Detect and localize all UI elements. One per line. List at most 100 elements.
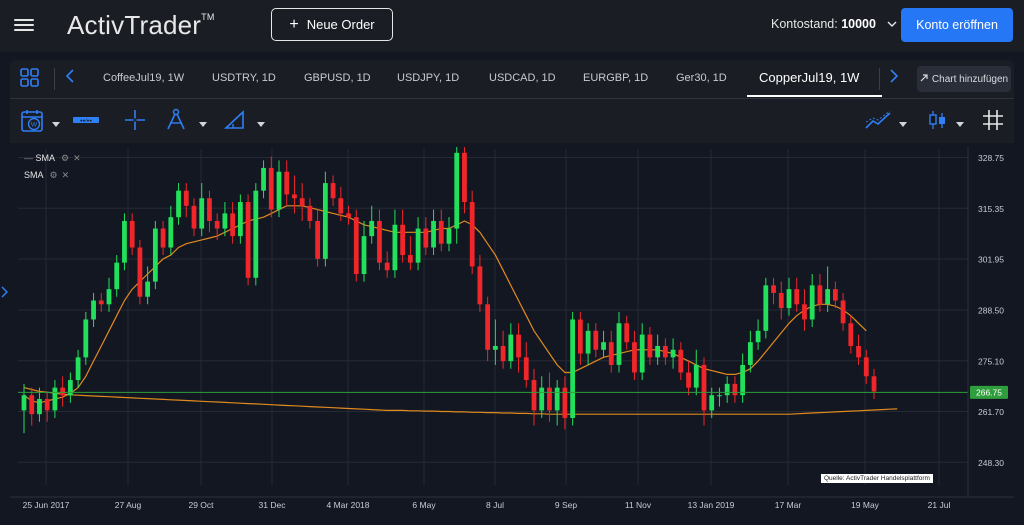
svg-text:W: W (31, 122, 38, 129)
side-panel-expand-icon[interactable] (1, 286, 9, 301)
layout-grid-icon[interactable] (20, 68, 40, 88)
candle (608, 330, 614, 373)
candle (384, 251, 390, 278)
open-account-button[interactable]: Konto eröffnen (901, 8, 1013, 42)
candle (261, 160, 266, 199)
tab-copperjul19[interactable]: CopperJul19, 1W (759, 70, 860, 85)
candle-body (91, 300, 96, 320)
candle (577, 311, 583, 365)
candle-body (508, 334, 514, 362)
candle-body (400, 224, 406, 256)
indicators-icon[interactable] (864, 109, 892, 136)
candle (523, 342, 529, 388)
caret-down-icon[interactable] (199, 115, 207, 133)
drawing-tools-icon[interactable] (164, 108, 188, 137)
candle (207, 190, 212, 233)
candle-body (307, 205, 313, 221)
candle-body (83, 319, 89, 358)
caret-down-icon[interactable] (52, 115, 60, 133)
y-tick-label: 261.70 (978, 407, 1004, 417)
tab-gbpusd[interactable]: GBPUSD, 1D (304, 72, 371, 84)
candle (160, 220, 166, 256)
candle (377, 209, 382, 271)
crosshair-icon[interactable] (124, 109, 146, 136)
y-tick-label: 301.95 (978, 255, 1004, 265)
x-tick-label: 17 Mar (775, 500, 802, 510)
candle (832, 281, 838, 309)
tab-usdjpy[interactable]: USDJPY, 1D (397, 72, 460, 84)
candle-body (701, 364, 707, 411)
y-tick-label: 288.50 (978, 305, 1004, 315)
candle-body (577, 319, 583, 354)
candle-body (299, 198, 305, 206)
candle (137, 239, 143, 305)
tab-usdtry[interactable]: USDTRY, 1D (212, 72, 276, 84)
candle-body (183, 190, 189, 206)
candle-body (809, 285, 815, 320)
price-badge-label: 266.75 (976, 387, 1002, 397)
candle-body (60, 387, 66, 396)
candle (253, 183, 259, 286)
candle-body (724, 383, 730, 396)
candle (37, 387, 42, 422)
candle-body (608, 342, 614, 365)
menu-icon[interactable] (14, 16, 34, 34)
new-order-button[interactable]: + Neue Order (271, 8, 393, 41)
tabs-scroll-left-icon[interactable] (65, 69, 74, 88)
candle (678, 342, 684, 381)
candle-body (222, 213, 228, 229)
candle-body (52, 387, 58, 411)
candle-body (392, 224, 398, 271)
candle (639, 323, 645, 381)
candle (554, 380, 560, 426)
close-icon[interactable]: ✕ (61, 170, 70, 180)
candle-body (353, 217, 359, 275)
sma-lines (23, 205, 898, 415)
x-tick-label: 27 Aug (115, 500, 142, 510)
tabs-scroll-right-icon[interactable] (890, 69, 899, 88)
price-chart[interactable]: 266.75 328.75 315.35 301.95 288.50 275.10 261… (10, 145, 1014, 520)
candlestick-chart-svg[interactable]: 266.75 328.75 315.35 301.95 288.50 275.10 261… (10, 145, 1014, 520)
candle-body (747, 342, 753, 365)
chart-type-candles-icon[interactable] (928, 109, 948, 136)
tab-usdcad[interactable]: USDCAD, 1D (489, 72, 556, 84)
sma-legend-row[interactable]: SMA ⚙ ✕ (24, 170, 69, 181)
candle (222, 202, 228, 237)
caret-down-icon[interactable] (956, 115, 964, 133)
candle (29, 387, 35, 426)
candle-body (292, 194, 297, 199)
caret-down-icon[interactable] (899, 115, 907, 133)
candle (292, 175, 297, 214)
candle (747, 330, 753, 373)
grid-toggle-icon[interactable] (982, 109, 1004, 136)
candle-body (361, 236, 367, 275)
candle (585, 323, 591, 365)
candle-body (825, 289, 831, 305)
add-chart-button[interactable]: Chart hinzufügen (917, 66, 1011, 92)
candle (686, 361, 691, 396)
candle (299, 183, 305, 221)
measure-tool-icon[interactable] (223, 108, 247, 137)
candle (492, 319, 498, 365)
candle (462, 145, 467, 214)
candle (392, 209, 398, 278)
tab-coffeejul19[interactable]: CoffeeJul19, 1W (103, 72, 185, 84)
x-tick-label: 11 Nov (625, 500, 652, 510)
candle (423, 217, 429, 256)
candle (98, 292, 104, 312)
settings-icon[interactable]: ⚙ (49, 170, 58, 180)
candle (284, 160, 290, 206)
close-icon[interactable]: ✕ (73, 153, 81, 163)
account-balance[interactable]: Kontostand: 10000 (771, 17, 897, 31)
candle (114, 255, 120, 297)
tab-eurgbp[interactable]: EURGBP, 1D (583, 72, 649, 84)
timeframe-icon[interactable]: ●●/●● (73, 113, 99, 131)
candle-body (523, 357, 529, 381)
caret-down-icon[interactable] (257, 115, 265, 133)
calendar-icon[interactable]: W (20, 108, 46, 139)
candle-body (531, 380, 537, 411)
sma-legend-label: SMA (35, 153, 55, 163)
tab-ger30[interactable]: Ger30, 1D (676, 72, 727, 84)
sma-legend-row[interactable]: — SMA ⚙ ✕ (24, 153, 81, 163)
settings-icon[interactable]: ⚙ (61, 153, 70, 163)
